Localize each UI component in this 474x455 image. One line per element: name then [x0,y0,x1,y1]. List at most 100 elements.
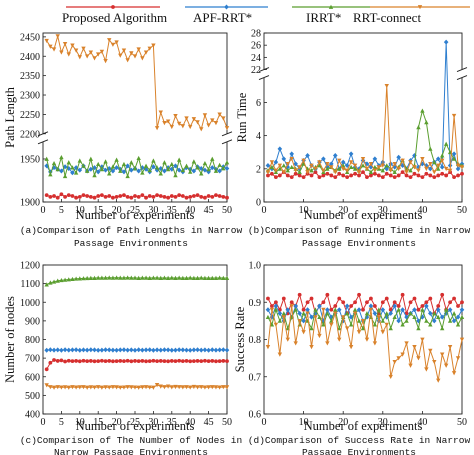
data-point-0-41 [428,173,433,178]
data-point-1-5 [285,164,291,170]
x-tick-label: 50 [222,417,232,428]
data-point-0-10 [81,358,86,363]
data-point-0-11 [85,359,90,364]
data-point-0-24 [361,170,365,175]
data-point-2-12 [313,307,318,312]
data-point-1-22 [125,347,130,353]
data-point-2-47 [451,156,457,161]
data-point-3-27 [372,168,378,173]
data-point-0-6 [289,175,294,180]
data-point-0-4 [59,358,64,363]
data-point-3-45 [443,363,449,368]
data-point-3-36 [176,385,182,390]
data-point-0-25 [365,300,369,305]
data-point-3-12 [313,166,318,172]
data-point-2-9 [301,311,306,316]
data-point-0-40 [191,194,196,198]
data-point-3-31 [158,110,163,115]
data-point-1-8 [297,310,302,316]
data-point-1-46 [447,307,453,313]
data-point-2-42 [199,171,204,176]
data-point-2-32 [392,169,397,175]
data-point-2-22 [352,166,358,171]
chart-caption-line-2: Narrow Passage Environments [54,447,208,455]
data-point-0-22 [125,194,130,199]
data-point-2-37 [412,314,417,320]
data-point-2-29 [151,275,156,280]
data-point-1-19 [114,347,119,353]
data-point-3-3 [55,34,60,39]
data-point-0-22 [125,358,130,363]
data-point-0-29 [151,358,156,363]
data-point-0-41 [195,193,200,198]
y-tick-label: 2 [256,164,261,175]
data-point-3-28 [147,385,152,390]
data-point-1-21 [348,151,354,157]
data-point-3-4 [281,315,286,320]
data-point-0-45 [444,173,449,178]
data-point-0-46 [214,193,218,198]
data-point-1-0 [265,307,271,313]
data-point-2-1 [48,172,53,177]
data-point-2-35 [173,173,178,178]
data-point-3-38 [416,356,421,361]
y-tick-label: 1100 [20,279,40,290]
data-point-1-11 [84,347,90,353]
axis-break-gap-left [39,133,47,142]
data-point-1-41 [195,347,200,353]
data-point-2-7 [70,276,75,282]
data-point-3-16 [103,59,108,64]
data-point-0-17 [107,194,112,198]
x-tick-label: 50 [457,417,467,428]
data-point-0-25 [365,175,369,180]
data-point-2-2 [273,307,279,312]
data-point-1-36 [176,347,182,353]
data-point-2-41 [428,146,433,151]
data-point-2-7 [70,165,75,170]
data-point-0-16 [103,194,108,199]
x-tick-label: 30 [378,417,388,428]
data-point-2-47 [217,162,222,167]
data-point-1-27 [372,310,378,316]
x-axis-label: Number of experiments [76,208,195,222]
data-point-2-14 [96,161,101,167]
legend-label-3: RRT-connect [353,10,421,25]
x-tick-label: 15 [93,417,103,428]
data-point-2-21 [348,322,354,327]
data-point-3-27 [143,385,149,390]
data-point-3-46 [213,385,219,390]
data-point-3-48 [455,356,461,361]
data-point-3-7 [70,43,75,48]
data-point-0-23 [357,292,361,297]
data-point-0-5 [63,359,67,364]
data-point-3-46 [447,345,453,350]
data-point-3-27 [143,50,149,55]
data-point-2-11 [309,326,314,331]
y-tick-label: 22 [251,65,261,76]
data-point-1-32 [162,168,167,174]
series-line-3 [267,305,463,381]
legend-marker-2 [328,4,334,9]
data-point-0-44 [440,292,445,297]
data-point-3-29 [380,163,385,168]
y-tick-label: 900 [25,316,40,327]
data-point-3-24 [360,318,366,324]
data-point-1-40 [424,303,429,309]
data-point-3-24 [360,156,366,162]
data-point-3-17 [107,38,112,43]
data-point-0-35 [173,359,178,364]
data-point-3-5 [62,41,68,47]
data-point-3-35 [173,384,178,390]
data-point-1-14 [95,347,101,353]
data-point-1-33 [165,347,171,353]
data-point-2-13 [317,314,322,320]
data-point-3-30 [154,126,160,131]
data-point-3-46 [213,121,219,126]
data-point-1-11 [309,314,314,320]
data-point-1-43 [202,167,208,173]
axis-break-mark [456,75,468,81]
data-point-0-34 [169,194,174,198]
data-point-3-32 [392,161,397,167]
data-point-1-33 [396,318,401,324]
y-axis-label: Success Rate [233,306,247,372]
